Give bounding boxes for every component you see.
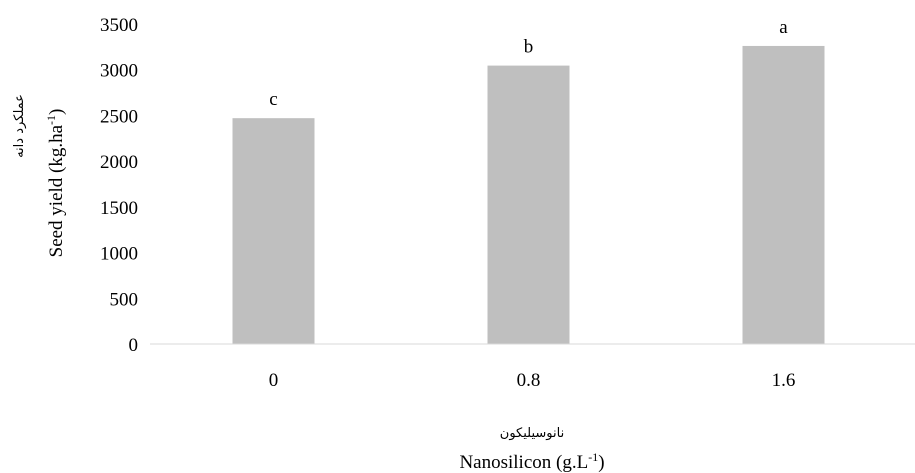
y-tick-label: 3500	[100, 15, 138, 36]
x-tick-label: 0	[269, 370, 279, 391]
x-axis-title-superscript: -1	[588, 450, 598, 464]
bars	[232, 45, 825, 345]
y-axis-ticks: 0 500 1000 1500 2000 2500 3000 3500	[100, 15, 138, 356]
bar-data-labels: c b a	[269, 17, 788, 110]
bar-data-label: b	[524, 37, 534, 58]
y-tick-label: 1500	[100, 198, 138, 219]
bar	[742, 45, 825, 344]
x-tick-label: 1.6	[772, 370, 796, 391]
x-axis-ticks: 0 0.8 1.6	[269, 370, 796, 391]
x-tick-label: 0.8	[517, 370, 541, 391]
y-axis-title: Seed yield (kg.ha-1)	[44, 109, 67, 258]
y-tick-label: 500	[110, 289, 139, 310]
y-tick-label: 2500	[100, 106, 138, 127]
y-axis-title-persian: عملکرد دانه	[12, 94, 27, 158]
x-axis-title-persian: نانوسیلیکون	[500, 426, 564, 441]
x-axis-title: Nanosilicon (g.L-1)	[459, 450, 604, 473]
bar-data-label: a	[779, 17, 788, 38]
y-tick-label: 2000	[100, 152, 138, 173]
bar	[232, 118, 315, 345]
y-tick-label: 3000	[100, 61, 138, 82]
y-tick-label: 0	[129, 335, 139, 356]
y-tick-label: 1000	[100, 244, 138, 265]
bar-data-label: c	[269, 89, 277, 110]
y-axis-title-superscript: -1	[44, 115, 58, 125]
bar	[487, 65, 570, 344]
